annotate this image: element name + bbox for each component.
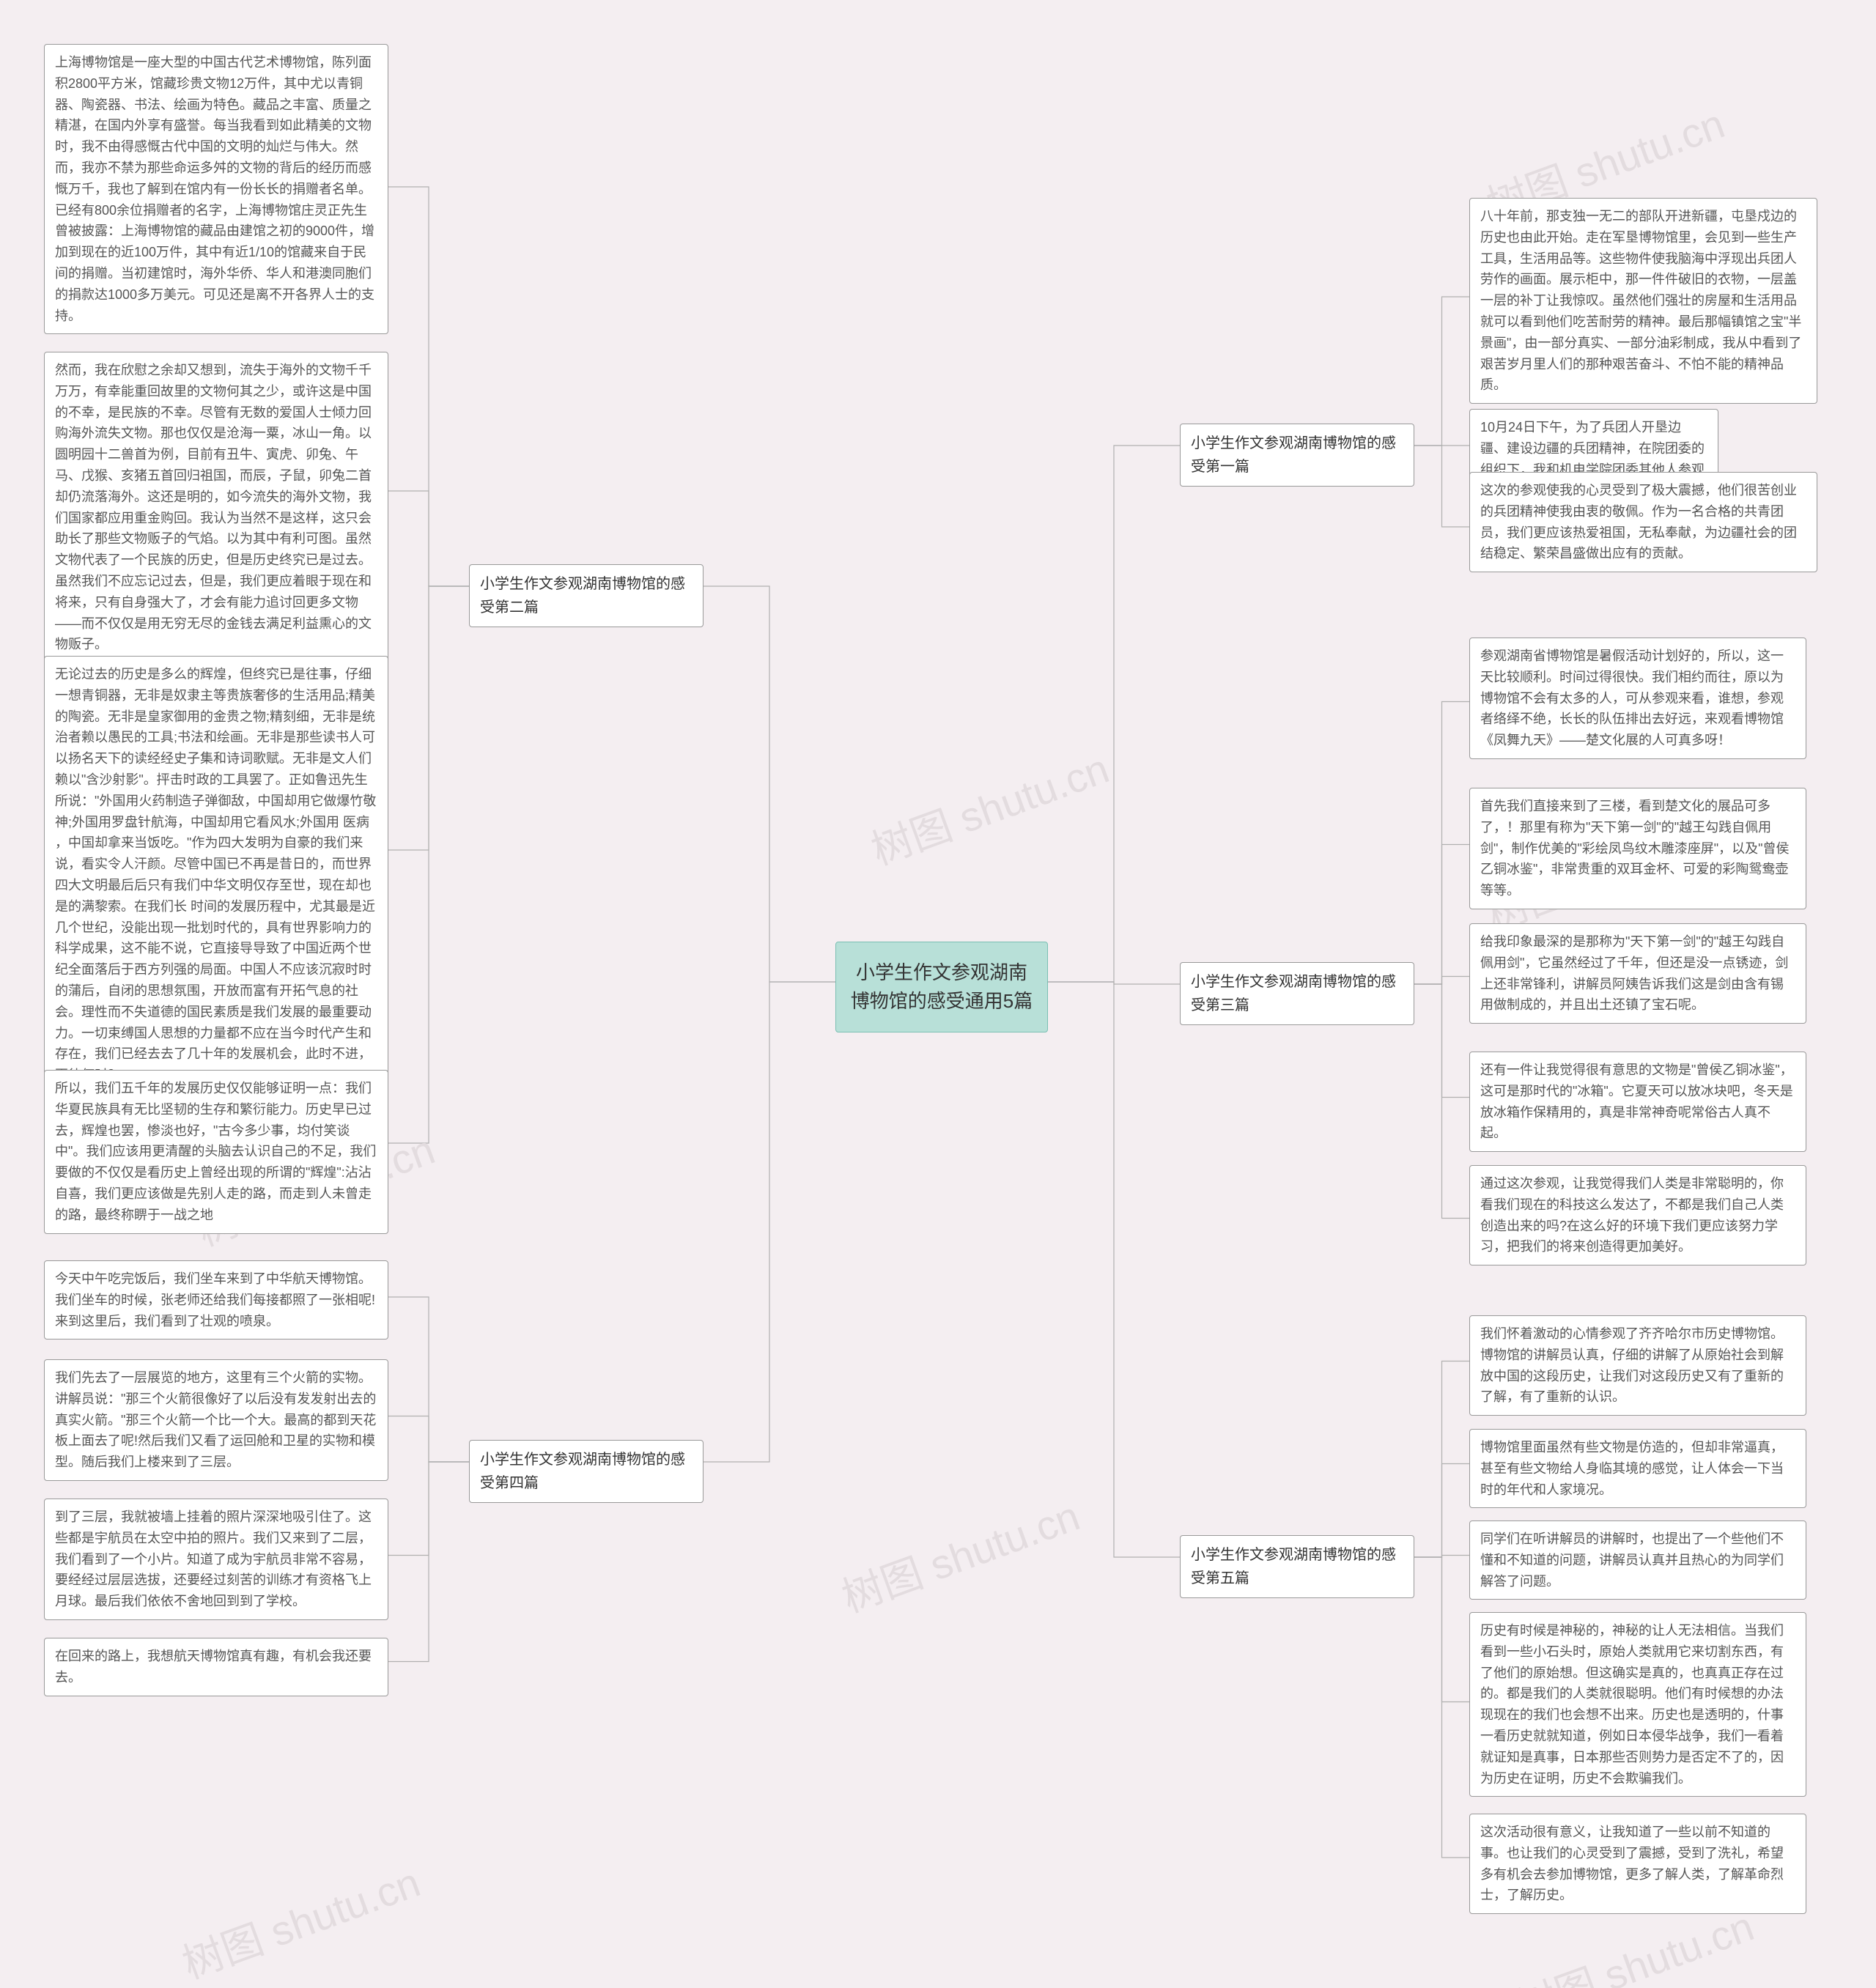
mindmap-leaf: 首先我们直接来到了三楼，看到楚文化的展品可多了，！那里有称为"天下第一剑"的"越…	[1469, 788, 1806, 909]
mindmap-leaf: 参观湖南省博物馆是暑假活动计划好的，所以，这一天比较顺利。时间过得很快。我们相约…	[1469, 638, 1806, 759]
mindmap-leaf: 通过这次参观，让我觉得我们人类是非常聪明的，你看我们现在的科技这么发达了，不都是…	[1469, 1165, 1806, 1265]
mindmap-leaf: 我们先去了一层展览的地方，这里有三个火箭的实物。讲解员说："那三个火箭很像好了以…	[44, 1359, 388, 1481]
mindmap-root: 小学生作文参观湖南博物馆的感受通用5篇	[835, 942, 1048, 1032]
mindmap-leaf: 无论过去的历史是多么的辉煌，但终究已是往事，仔细一想青铜器，无非是奴隶主等贵族奢…	[44, 656, 388, 1094]
watermark: 树图 shutu.cn	[173, 1850, 427, 1988]
mindmap-leaf: 所以，我们五千年的发展历史仅仅能够证明一点：我们华夏民族具有无比坚韧的生存和繁衍…	[44, 1070, 388, 1234]
mindmap-leaf: 然而，我在欣慰之余却又想到，流失于海外的文物千千万万，有幸能重回故里的文物何其之…	[44, 352, 388, 663]
mindmap-leaf: 我们怀着激动的心情参观了齐齐哈尔市历史博物馆。博物馆的讲解员认真，仔细的讲解了从…	[1469, 1315, 1806, 1416]
mindmap-branch: 小学生作文参观湖南博物馆的感受第四篇	[469, 1440, 704, 1503]
mindmap-branch: 小学生作文参观湖南博物馆的感受第三篇	[1180, 962, 1414, 1025]
mindmap-leaf: 上海博物馆是一座大型的中国古代艺术博物馆，陈列面积2800平方米，馆藏珍贵文物1…	[44, 44, 388, 334]
mindmap-leaf: 同学们在听讲解员的讲解时，也提出了一个些他们不懂和不知道的问题，讲解员认真并且热…	[1469, 1520, 1806, 1600]
mindmap-leaf: 八十年前，那支独一无二的部队开进新疆，屯垦戍边的历史也由此开始。走在军垦博物馆里…	[1469, 198, 1817, 404]
mindmap-leaf: 这次活动很有意义，让我知道了一些以前不知道的事。也让我们的心灵受到了震撼，受到了…	[1469, 1814, 1806, 1914]
mindmap-leaf: 今天中午吃完饭后，我们坐车来到了中华航天博物馆。我们坐车的时候，张老师还给我们每…	[44, 1260, 388, 1340]
mindmap-leaf: 这次的参观使我的心灵受到了极大震撼，他们很苦创业的兵团精神使我由衷的敬佩。作为一…	[1469, 472, 1817, 572]
mindmap-leaf: 历史有时候是神秘的，神秘的让人无法相信。当我们看到一些小石头时，原始人类就用它来…	[1469, 1612, 1806, 1797]
watermark: 树图 shutu.cn	[832, 1483, 1087, 1624]
mindmap-leaf: 给我印象最深的是那称为"天下第一剑"的"越王勾践自佩用剑"，它虽然经过了千年，但…	[1469, 923, 1806, 1024]
mindmap-branch: 小学生作文参观湖南博物馆的感受第五篇	[1180, 1535, 1414, 1598]
mindmap-branch: 小学生作文参观湖南博物馆的感受第一篇	[1180, 424, 1414, 487]
mindmap-branch: 小学生作文参观湖南博物馆的感受第二篇	[469, 564, 704, 627]
watermark: 树图 shutu.cn	[862, 736, 1116, 876]
mindmap-leaf: 到了三层，我就被墙上挂着的照片深深地吸引住了。这些都是宇航员在太空中拍的照片。我…	[44, 1499, 388, 1620]
mindmap-leaf: 在回来的路上，我想航天博物馆真有趣，有机会我还要去。	[44, 1638, 388, 1696]
mindmap-leaf: 博物馆里面虽然有些文物是仿造的，但却非常逼真，甚至有些文物给人身临其境的感觉，让…	[1469, 1429, 1806, 1508]
mindmap-leaf: 还有一件让我觉得很有意思的文物是"曾侯乙铜冰鉴"，这可是那时代的"冰箱"。它夏天…	[1469, 1052, 1806, 1152]
